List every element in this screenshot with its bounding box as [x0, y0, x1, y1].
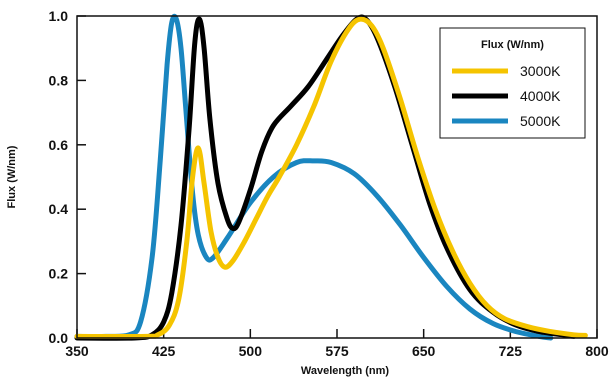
y-tick-label: 0.2	[49, 266, 69, 282]
x-axis-title: Wavelength (nm)	[301, 365, 390, 377]
legend-items: 3000K 4000K 5000K	[452, 63, 561, 129]
y-tick-label: 0.6	[49, 137, 69, 153]
x-tick-label: 425	[152, 343, 176, 359]
series-lines	[74, 13, 588, 341]
y-axis-title: Flux (W/nm)	[6, 145, 18, 208]
y-tick-label: 0.4	[49, 201, 69, 217]
x-tick-label: 575	[325, 343, 349, 359]
x-tick-label: 800	[585, 343, 609, 359]
legend-label-3000k: 3000K	[520, 63, 561, 79]
x-tick-label: 725	[499, 343, 523, 359]
y-tick-label: 0.0	[49, 330, 69, 346]
x-tick-labels: 350 425 500 575 650 725 800	[65, 343, 609, 359]
y-tick-labels: 0.0 0.2 0.4 0.6 0.8 1.0	[49, 8, 69, 346]
x-tick-label: 500	[239, 343, 263, 359]
x-tick-label: 650	[412, 343, 436, 359]
series-line-5000k	[74, 13, 554, 341]
y-tick-label: 1.0	[49, 8, 69, 24]
legend-title: Flux (W/nm)	[481, 39, 544, 51]
plot-frame	[76, 15, 598, 339]
series-line-3000k	[74, 16, 588, 340]
y-tick-label: 0.8	[49, 72, 69, 88]
legend-label-5000k: 5000K	[520, 113, 561, 129]
x-tick-label: 350	[65, 343, 89, 359]
legend: Flux (W/nm) 3000K 4000K 5000K	[439, 27, 586, 139]
series-line-4000k	[74, 14, 577, 341]
legend-label-4000k: 4000K	[520, 88, 561, 104]
